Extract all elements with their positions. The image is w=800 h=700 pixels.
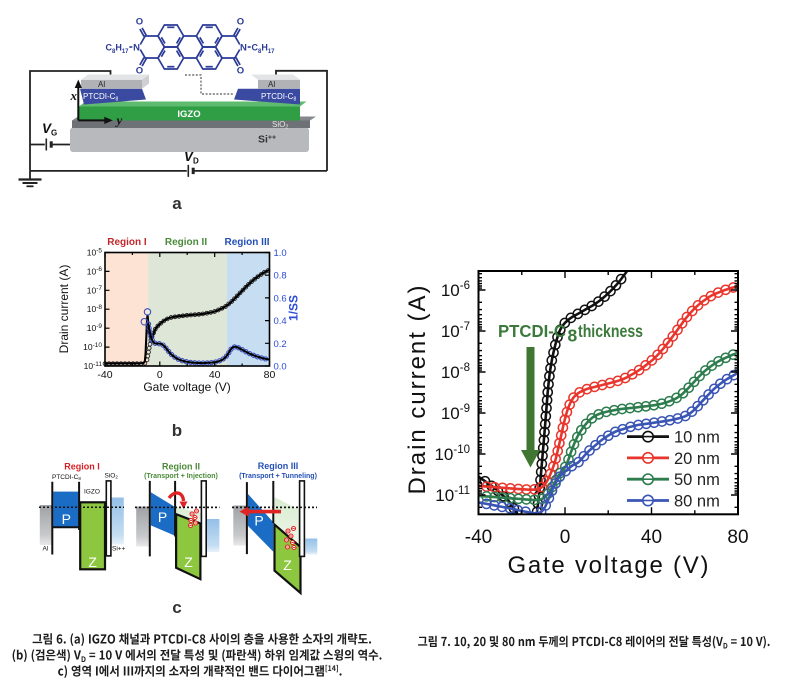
svg-text:O: O	[136, 66, 143, 77]
svg-text:0.8: 0.8	[274, 271, 287, 282]
svg-text:0.4: 0.4	[274, 316, 287, 327]
svg-text:PTCDI-C: PTCDI-C	[498, 321, 566, 341]
svg-text:O: O	[237, 66, 244, 77]
svg-text:10-6: 10-6	[87, 266, 103, 276]
svg-text:Drain current (A): Drain current (A)	[57, 265, 71, 354]
svg-text:SiO2: SiO2	[272, 120, 288, 131]
svg-text:0.6: 0.6	[274, 293, 287, 304]
svg-text:PTCDI-C8: PTCDI-C8	[261, 92, 296, 103]
svg-text:10-7: 10-7	[87, 285, 103, 295]
svg-text:40: 40	[641, 527, 662, 548]
svg-text:Z: Z	[283, 557, 292, 573]
svg-text:10-10: 10-10	[83, 342, 102, 352]
svg-text:40: 40	[209, 369, 221, 381]
svg-text:P: P	[158, 509, 167, 525]
svg-text:(Transport + Tunneling): (Transport + Tunneling)	[239, 473, 317, 480]
svg-text:thickness: thickness	[578, 321, 643, 341]
svg-text:Region I: Region I	[107, 237, 147, 248]
svg-text:P: P	[254, 513, 263, 529]
svg-text:0: 0	[157, 369, 163, 381]
svg-text:Al: Al	[98, 80, 105, 89]
svg-text:N: N	[133, 43, 140, 54]
svg-text:10 nm: 10 nm	[674, 429, 720, 447]
svg-text:10-9: 10-9	[87, 323, 103, 333]
svg-text:10-8: 10-8	[87, 304, 103, 314]
svg-text:c: c	[172, 598, 181, 617]
svg-text:PTCDI-C8: PTCDI-C8	[52, 474, 81, 481]
svg-text:Region II: Region II	[162, 462, 200, 472]
svg-text:a: a	[172, 194, 182, 213]
svg-text:Si++: Si++	[112, 546, 126, 553]
svg-text:(Transport + Injection): (Transport + Injection)	[144, 473, 218, 480]
svg-text:0.2: 0.2	[274, 339, 287, 350]
svg-text:-40: -40	[97, 369, 112, 381]
svg-text:O: O	[136, 17, 143, 28]
svg-text:80 nm: 80 nm	[674, 493, 720, 511]
svg-text:Drain current (A): Drain current (A)	[404, 286, 431, 495]
svg-text:y: y	[115, 113, 123, 128]
svg-text:Region I: Region I	[64, 462, 100, 472]
svg-text:x: x	[70, 88, 78, 103]
svg-text:Al: Al	[43, 546, 49, 553]
svg-text:50 nm: 50 nm	[674, 471, 720, 489]
svg-text:O: O	[237, 17, 244, 28]
svg-text:Z: Z	[184, 554, 193, 570]
svg-text:P: P	[62, 511, 71, 527]
svg-text:Al: Al	[268, 80, 275, 89]
svg-text:0: 0	[560, 527, 571, 548]
svg-text:10-11: 10-11	[84, 361, 103, 371]
svg-text:20 nm: 20 nm	[674, 450, 720, 468]
svg-text:PTCDI-C8: PTCDI-C8	[83, 92, 118, 103]
svg-text:Region III: Region III	[258, 461, 299, 471]
svg-text:1/SS: 1/SS	[287, 295, 301, 321]
svg-text:-40: -40	[465, 527, 492, 548]
svg-text:10-5: 10-5	[87, 247, 103, 257]
svg-text:Gate voltage (V): Gate voltage (V)	[508, 552, 709, 579]
svg-text:IGZO: IGZO	[177, 109, 200, 120]
svg-text:SiO2: SiO2	[105, 473, 119, 480]
svg-text:N: N	[240, 43, 247, 54]
svg-text:8: 8	[568, 326, 578, 346]
svg-text:Z: Z	[88, 554, 97, 570]
svg-text:IGZO: IGZO	[84, 489, 100, 496]
svg-text:80: 80	[727, 527, 748, 548]
svg-text:Gate voltage (V): Gate voltage (V)	[143, 380, 230, 394]
svg-text:b: b	[172, 421, 182, 440]
svg-text:80: 80	[264, 369, 276, 381]
svg-text:Region III: Region III	[225, 237, 270, 248]
svg-text:0.0: 0.0	[274, 362, 287, 373]
svg-text:1.0: 1.0	[274, 248, 287, 259]
svg-text:Region II: Region II	[165, 237, 207, 248]
